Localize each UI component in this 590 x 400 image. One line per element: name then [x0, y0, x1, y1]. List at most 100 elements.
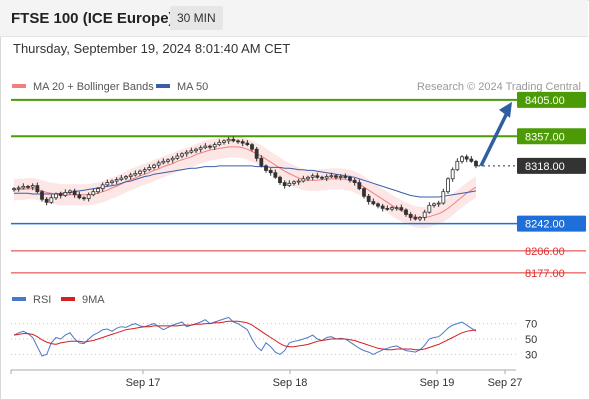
chart-credit: Research © 2024 Trading Central: [417, 81, 581, 93]
candle-body-49: [240, 141, 245, 144]
candle-body-6: [40, 191, 44, 200]
candle-13: [72, 188, 77, 198]
candle-30: [152, 163, 156, 170]
rsi-legend-label-0: RSI: [33, 294, 51, 306]
candle-46: [226, 137, 231, 144]
candle-10: [58, 191, 63, 199]
candle-64: [310, 173, 315, 181]
candle-1: [16, 185, 21, 192]
candle-body-36: [180, 153, 184, 157]
candle-body-27: [138, 170, 142, 174]
candle-body-16: [86, 194, 91, 199]
legend-label-1: MA 50: [177, 81, 208, 93]
candle-47: [231, 136, 236, 143]
x-tick-label-0: Sep 17: [126, 377, 161, 389]
candle-body-0: [12, 188, 16, 191]
candle-74: [357, 179, 362, 191]
level-tag-1: [517, 128, 586, 145]
candle-77: [371, 198, 376, 206]
level-label-4: 8206.00: [525, 246, 565, 258]
candle-body-48: [236, 140, 240, 143]
candle-body-94: [450, 169, 455, 180]
candle-body-1: [16, 187, 21, 190]
candle-85: [408, 212, 413, 221]
rsi-tick-label-2: 30: [525, 349, 537, 361]
candle-body-40: [198, 147, 203, 150]
candle-2: [21, 183, 26, 190]
chart-title: FTSE 100 (ICE Europe): [11, 10, 174, 27]
candle-body-68: [329, 175, 334, 178]
candle-59: [287, 180, 292, 188]
ma20-line: [13, 146, 477, 218]
candle-body-37: [184, 151, 189, 155]
candle-body-54: [264, 165, 268, 171]
candle-body-31: [156, 162, 161, 166]
candle-68: [329, 172, 334, 179]
candle-body-35: [175, 155, 180, 159]
candle-43: [212, 142, 217, 150]
candle-body-41: [203, 145, 208, 149]
candle-96: [460, 155, 464, 164]
candle-92: [441, 188, 446, 205]
candle-28: [142, 167, 147, 175]
candle-body-52: [254, 148, 259, 159]
candle-body-91: [436, 202, 441, 205]
candle-16: [86, 192, 91, 202]
candle-76: [366, 193, 371, 205]
candle-body-51: [250, 144, 254, 150]
candle-27: [138, 169, 142, 176]
candle-body-45: [222, 140, 226, 143]
candle-body-97: [464, 156, 469, 160]
candle-body-42: [208, 145, 212, 148]
candle-66: [320, 175, 324, 181]
candle-90: [432, 202, 436, 208]
level-label-2: 8318.00: [525, 161, 565, 173]
candle-body-53: [259, 157, 264, 167]
candle-95: [455, 158, 460, 172]
candle-55: [268, 168, 273, 176]
candle-32: [161, 158, 166, 165]
candle-body-69: [334, 175, 338, 178]
candle-body-13: [72, 190, 77, 196]
candle-17: [91, 188, 96, 197]
forecast-arrow-head: [499, 101, 512, 118]
candle-body-32: [161, 160, 166, 164]
candle-body-62: [301, 178, 306, 182]
candle-80: [385, 205, 390, 211]
candle-41: [203, 143, 208, 150]
candle-body-3: [26, 185, 30, 188]
candle-body-22: [114, 179, 119, 182]
candle-42: [208, 144, 212, 150]
candle-31: [156, 160, 161, 169]
candle-body-58: [282, 182, 287, 187]
candle-body-79: [380, 205, 385, 209]
candle-body-47: [231, 138, 236, 142]
candle-82: [394, 205, 399, 211]
candle-71: [343, 173, 348, 179]
candle-81: [390, 206, 394, 212]
candle-78: [376, 202, 380, 209]
candle-99: [474, 159, 478, 169]
candle-69: [334, 174, 338, 180]
candle-52: [254, 146, 259, 162]
candle-body-66: [320, 176, 324, 179]
x-tick-label-1: Sep 18: [273, 377, 308, 389]
candle-35: [175, 152, 180, 160]
candle-87: [418, 215, 422, 222]
candle-body-99: [474, 160, 478, 167]
candle-body-70: [338, 176, 343, 178]
candle-4: [30, 183, 35, 191]
candle-73: [352, 178, 357, 186]
interval-button[interactable]: 30 MIN: [170, 6, 223, 30]
candle-26: [133, 170, 138, 177]
candle-33: [166, 158, 170, 164]
candle-body-57: [278, 176, 282, 183]
candle-body-46: [226, 138, 231, 142]
candle-body-17: [91, 191, 96, 196]
candle-53: [259, 155, 264, 168]
legend-label-0: MA 20 + Bollinger Bands: [33, 81, 154, 93]
candle-body-19: [100, 184, 105, 190]
candle-51: [250, 143, 254, 152]
candle-58: [282, 180, 287, 189]
